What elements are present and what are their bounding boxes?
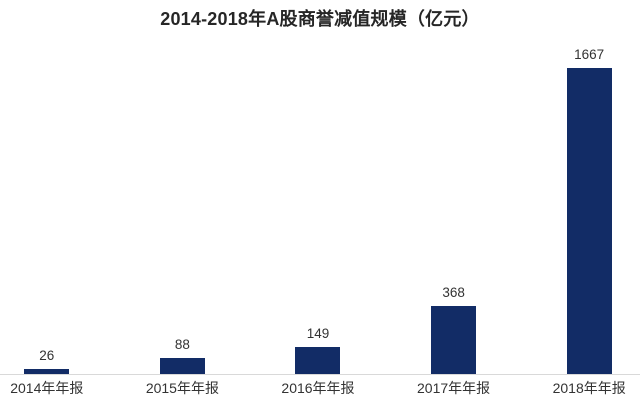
bar-2017 xyxy=(431,306,477,374)
bar-group-2017: 368 xyxy=(386,34,522,374)
value-label: 88 xyxy=(174,337,190,352)
bar-group-2018: 1667 xyxy=(521,34,640,374)
bar-group-2014: 26 xyxy=(0,34,115,374)
x-axis-labels: 2014年年报 2015年年报 2016年年报 2017年年报 2018年年报 xyxy=(0,379,640,397)
bar-group-2015: 88 xyxy=(115,34,251,374)
bar-group-2016: 149 xyxy=(250,34,386,374)
value-label: 368 xyxy=(442,285,465,300)
value-label: 149 xyxy=(306,326,330,341)
x-tick-label-2017: 2017年年报 xyxy=(417,380,491,396)
bar-2016 xyxy=(295,347,341,374)
x-tick-label-2015: 2015年年报 xyxy=(145,380,219,396)
plot-area: 26 88 149 368 1667 xyxy=(0,34,640,374)
value-label: 1667 xyxy=(574,47,605,62)
x-tick-label-2014: 2014年年报 xyxy=(10,380,84,396)
value-label: 26 xyxy=(39,348,55,363)
chart-title: 2014-2018年A股商誉减值规模（亿元） xyxy=(160,9,480,29)
bar-2015 xyxy=(159,358,205,374)
x-tick-label-2018: 2018年年报 xyxy=(552,380,626,396)
x-axis-line xyxy=(0,374,640,375)
bar-2014 xyxy=(24,369,70,374)
x-tick-label-2016: 2016年年报 xyxy=(281,380,355,396)
bar-2018 xyxy=(566,68,612,374)
